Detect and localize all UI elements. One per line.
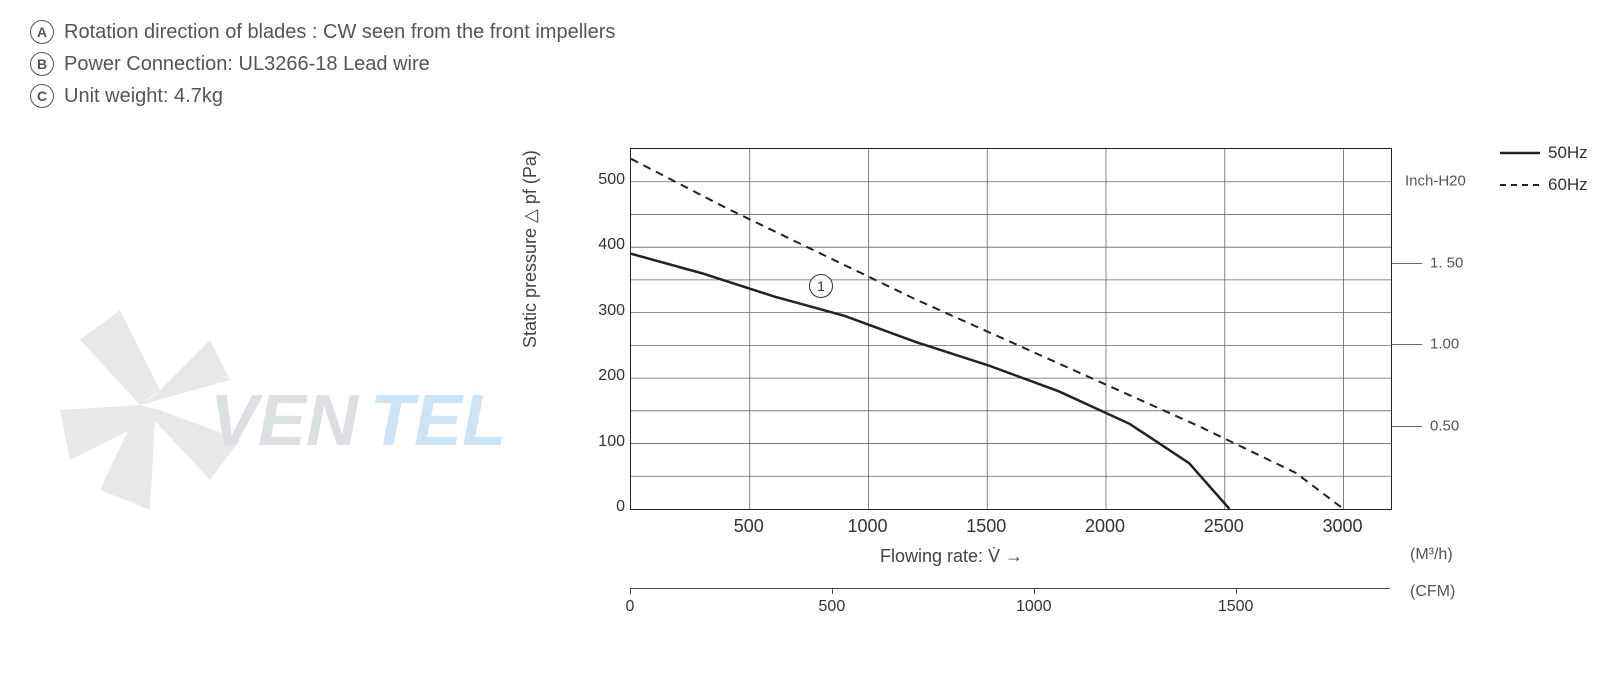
legend: 50Hz 60Hz [1500, 143, 1588, 207]
legend-line-solid [1500, 148, 1540, 158]
cfm-tick-mark [1236, 588, 1237, 594]
y-tick: 0 [585, 498, 625, 516]
watermark: VEN TEL [60, 280, 510, 530]
y-tick: 400 [585, 236, 625, 254]
right-tick: 1.00 [1430, 336, 1459, 353]
x-unit-secondary: (CFM) [1410, 583, 1455, 601]
cfm-tick-mark [630, 588, 631, 594]
spec-list: A Rotation direction of blades : CW seen… [30, 20, 1591, 108]
right-tick-line [1392, 344, 1422, 345]
cfm-axis-line [630, 588, 1390, 589]
spec-badge-b: B [30, 52, 54, 76]
right-tick: 1. 50 [1430, 254, 1463, 271]
spec-text: Unit weight: 4.7kg [64, 85, 223, 108]
x-tick: 1000 [847, 516, 887, 537]
x-tick: 3000 [1322, 516, 1362, 537]
cfm-tick: 1500 [1218, 598, 1254, 616]
spec-row: A Rotation direction of blades : CW seen… [30, 20, 1591, 44]
y-tick: 200 [585, 367, 625, 385]
plot-area [630, 148, 1392, 510]
svg-text:TEL: TEL [370, 381, 506, 461]
svg-text:VEN: VEN [210, 381, 360, 461]
x-tick: 500 [734, 516, 764, 537]
cfm-tick-mark [832, 588, 833, 594]
cfm-tick-mark [1034, 588, 1035, 594]
plot-svg [631, 149, 1391, 509]
legend-label: 50Hz [1548, 143, 1588, 163]
spec-badge-c: C [30, 84, 54, 108]
cfm-tick: 1000 [1016, 598, 1052, 616]
spec-text: Rotation direction of blades : CW seen f… [64, 21, 615, 44]
right-tick: 0.50 [1430, 418, 1459, 435]
spec-badge-a: A [30, 20, 54, 44]
spec-row: C Unit weight: 4.7kg [30, 84, 1591, 108]
y-tick: 100 [585, 433, 625, 451]
legend-item-50hz: 50Hz [1500, 143, 1588, 163]
x-axis-label: Flowing rate: V̇ → [880, 546, 1023, 567]
x-tick: 2000 [1085, 516, 1125, 537]
x-unit-primary: (M³/h) [1410, 546, 1453, 564]
spec-text: Power Connection: UL3266-18 Lead wire [64, 53, 430, 76]
y-tick: 300 [585, 302, 625, 320]
series-50Hz [631, 254, 1230, 509]
cfm-tick: 0 [626, 598, 635, 616]
legend-item-60hz: 60Hz [1500, 175, 1588, 195]
y-tick: 500 [585, 171, 625, 189]
x-tick: 2500 [1204, 516, 1244, 537]
legend-label: 60Hz [1548, 175, 1588, 195]
right-tick-line [1392, 426, 1422, 427]
right-tick-line [1392, 263, 1422, 264]
x-tick: 1500 [966, 516, 1006, 537]
performance-chart: Static pressure △ pf (Pa) 50Hz 60Hz Flow… [530, 138, 1610, 678]
y-axis-label: Static pressure △ pf (Pa) [520, 150, 541, 348]
right-axis-unit: Inch-H20 [1405, 172, 1466, 189]
spec-row: B Power Connection: UL3266-18 Lead wire [30, 52, 1591, 76]
legend-line-dashed [1500, 180, 1540, 190]
cfm-tick: 500 [819, 598, 846, 616]
